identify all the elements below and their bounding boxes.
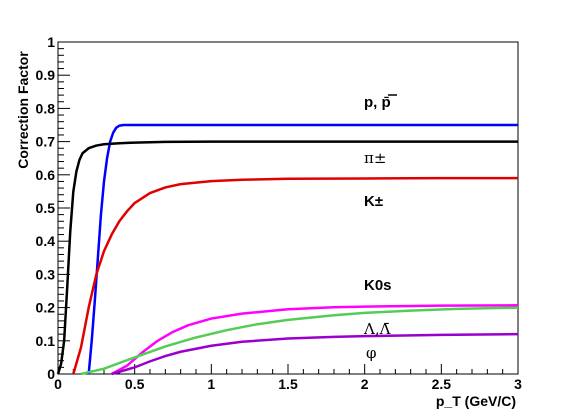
y-tick-label: 0 bbox=[47, 366, 55, 382]
y-tick-label: 0.2 bbox=[36, 300, 56, 316]
x-tick-label: 2 bbox=[361, 376, 369, 392]
y-tick-label: 0.1 bbox=[36, 333, 56, 349]
y-tick-label: 0.7 bbox=[36, 134, 56, 150]
plot-frame bbox=[57, 41, 519, 375]
series-line-0 bbox=[87, 123, 518, 375]
series-label-text: π± bbox=[364, 149, 386, 167]
y-tick-label: 0.5 bbox=[36, 200, 56, 216]
x-tick-label: 3 bbox=[514, 376, 522, 392]
y-tick-label: 0.8 bbox=[36, 100, 56, 116]
series-label-text: K0s bbox=[364, 277, 392, 294]
x-tick-label: 2.5 bbox=[432, 376, 452, 392]
y-tick-label: 0.6 bbox=[36, 167, 56, 183]
y-tick-label: 1 bbox=[47, 34, 55, 50]
series-label-2: K± bbox=[364, 193, 383, 210]
series-label-text: φ bbox=[366, 344, 377, 362]
series-line-5 bbox=[111, 332, 519, 376]
series-label-0: p, p̄ bbox=[364, 94, 397, 111]
series-label-3: K0s bbox=[364, 277, 392, 294]
y-tick-label: 0.4 bbox=[36, 233, 56, 249]
y-tick-label: 0.3 bbox=[36, 266, 56, 282]
series-label-5: φ bbox=[366, 344, 377, 362]
series-label-text: Λ,Λ̄ bbox=[363, 320, 391, 338]
x-tick-label: 0.5 bbox=[125, 376, 145, 392]
x-tick-label: 0 bbox=[54, 376, 62, 392]
series-label-1: π± bbox=[364, 149, 386, 167]
y-tick-label: 0.9 bbox=[36, 67, 56, 83]
series-line-2 bbox=[72, 176, 518, 375]
axes: 0 0.5 1 1.5 2 2.5 3 0 0.1 0.2 0.3 0.4 0.5 0.6 0.7 0.8 0.… bbox=[36, 34, 523, 392]
x-tick-label: 1.5 bbox=[278, 376, 298, 392]
series-lines bbox=[56, 123, 519, 376]
x-tick-label: 1 bbox=[207, 376, 215, 392]
series-labels: p, p̄ π± K± K0s Λ,Λ̄ φ bbox=[363, 94, 397, 362]
series-line-1 bbox=[56, 140, 518, 375]
series-label-text: K± bbox=[364, 193, 383, 210]
series-label-4: Λ,Λ̄ bbox=[363, 320, 391, 338]
series-line-3 bbox=[111, 304, 519, 376]
y-axis-title: Correction Factor bbox=[15, 51, 31, 169]
x-axis-title: p_T (GeV/C) bbox=[436, 393, 516, 409]
series-label-text: p, p̄ bbox=[364, 94, 391, 111]
series-line-4 bbox=[80, 306, 519, 376]
